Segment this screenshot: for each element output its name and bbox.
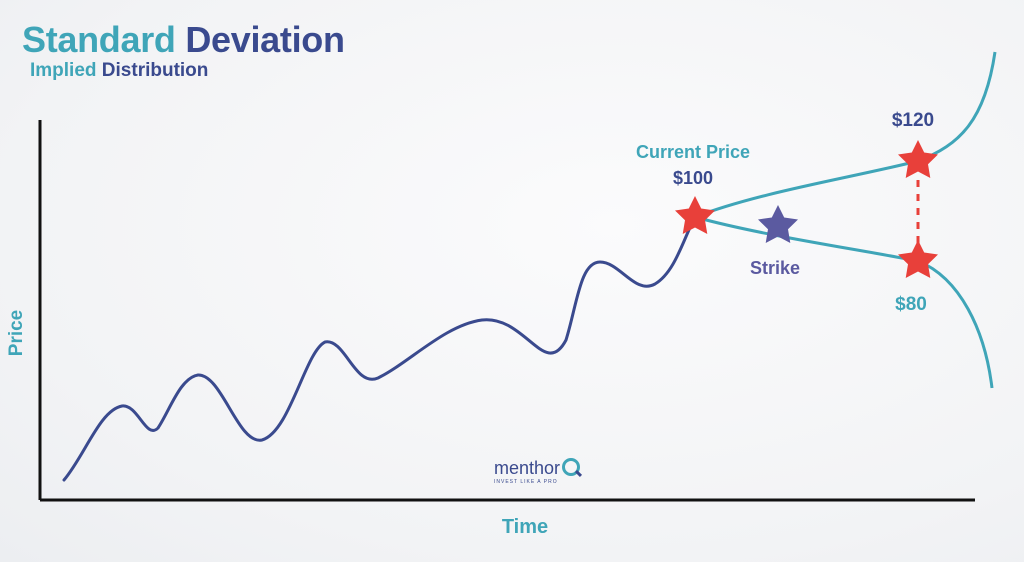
page-subtitle: Implied Distribution [30, 61, 208, 80]
subtitle-part-distribution: Distribution [101, 60, 209, 81]
lower-price-value: $80 [895, 294, 927, 315]
lower-distribution-curve [694, 215, 994, 389]
upper-price-star-icon [898, 140, 938, 178]
current-price-value: $100 [673, 168, 713, 188]
brand-tagline: INVEST LIKE A PRO [494, 479, 558, 485]
current-price-star-icon [675, 196, 715, 234]
x-axis-label: Time [502, 516, 548, 538]
page-title: Standard Deviation [22, 22, 345, 58]
strike-star-icon [758, 205, 798, 243]
title-part-standard: Standard [22, 19, 176, 60]
subtitle-part-implied: Implied [30, 60, 97, 81]
y-axis-label: Price [6, 310, 27, 356]
brand-name: menthor [494, 458, 561, 478]
price-path-line [62, 215, 697, 482]
upper-price-value: $120 [892, 110, 934, 131]
strike-label: Strike [750, 258, 800, 278]
q-logo-icon [562, 458, 581, 476]
brand-logo: menthor INVEST LIKE A PRO [494, 458, 581, 485]
upper-distribution-curve [694, 51, 997, 219]
lower-price-star-icon [898, 240, 938, 278]
current-price-title: Current Price [636, 142, 750, 162]
title-part-deviation: Deviation [185, 19, 345, 60]
